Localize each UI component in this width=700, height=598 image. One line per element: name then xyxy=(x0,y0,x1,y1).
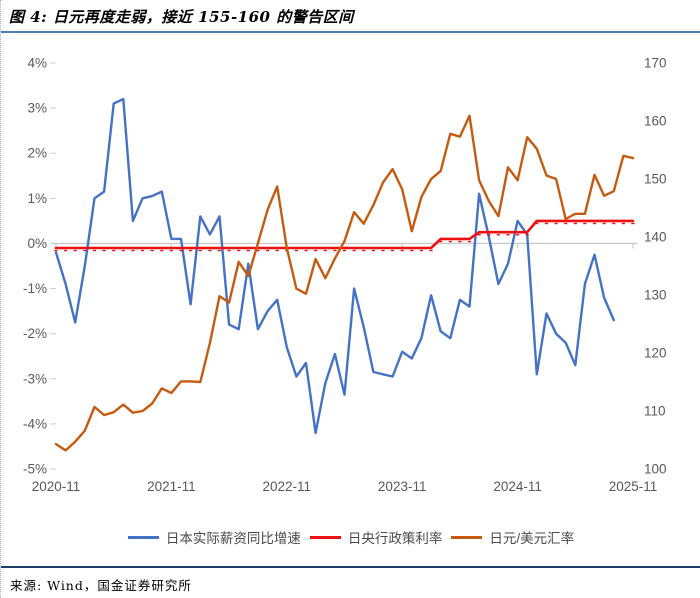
left-axis-label: -1% xyxy=(23,281,47,296)
footer-divider xyxy=(1,566,700,568)
source-note: 来源: Wind，国金证券研究所 xyxy=(10,578,192,593)
chart-legend: 日本实际薪资同比增速 日央行政策利率 日元/美元汇率 xyxy=(1,528,700,546)
right-axis-label: 130 xyxy=(644,288,667,303)
x-axis-label: 2020-11 xyxy=(32,479,81,494)
legend-label: 日本实际薪资同比增速 xyxy=(165,531,301,546)
title-underline xyxy=(1,31,700,33)
right-axis-label: 160 xyxy=(644,114,667,129)
x-axis-label: 2022-11 xyxy=(263,479,312,494)
figure-title: 图 4: 日元再度走弱，接近 155-160 的警告区间 xyxy=(9,8,354,26)
left-axis-label: -2% xyxy=(23,326,47,341)
left-axis-label: 4% xyxy=(27,56,47,71)
left-axis-label: -4% xyxy=(23,416,47,431)
series-line-2 xyxy=(54,114,635,452)
right-axis-label: 120 xyxy=(644,346,667,361)
legend-label: 日央行政策利率 xyxy=(347,531,443,546)
right-axis-label: 150 xyxy=(644,172,667,187)
legend-label: 日元/美元汇率 xyxy=(489,531,575,546)
legend-item-2: 日元/美元汇率 xyxy=(451,527,574,547)
legend-swatch xyxy=(451,535,483,539)
left-axis-label: 0% xyxy=(27,236,47,251)
left-axis-label: -5% xyxy=(23,462,47,477)
right-axis-label: 140 xyxy=(644,230,667,245)
series-line-0 xyxy=(54,97,615,435)
x-axis-label: 2021-11 xyxy=(147,479,196,494)
left-axis-label: 1% xyxy=(27,191,47,206)
legend-swatch xyxy=(127,535,159,539)
x-axis-label: 2025-11 xyxy=(609,479,658,494)
legend-swatch xyxy=(309,535,341,539)
right-axis-label: 100 xyxy=(644,462,667,477)
x-axis-label: 2023-11 xyxy=(378,479,427,494)
legend-item-0: 日本实际薪资同比增速 xyxy=(127,527,301,547)
left-axis-label: -3% xyxy=(23,371,47,386)
right-axis-label: 110 xyxy=(644,404,666,419)
legend-item-1: 日央行政策利率 xyxy=(309,527,443,547)
series-line-1 xyxy=(54,219,635,250)
left-axis-label: 2% xyxy=(27,146,47,161)
x-axis-label: 2024-11 xyxy=(493,479,542,494)
left-axis-label: 3% xyxy=(27,101,47,116)
right-axis-label: 170 xyxy=(644,56,667,71)
